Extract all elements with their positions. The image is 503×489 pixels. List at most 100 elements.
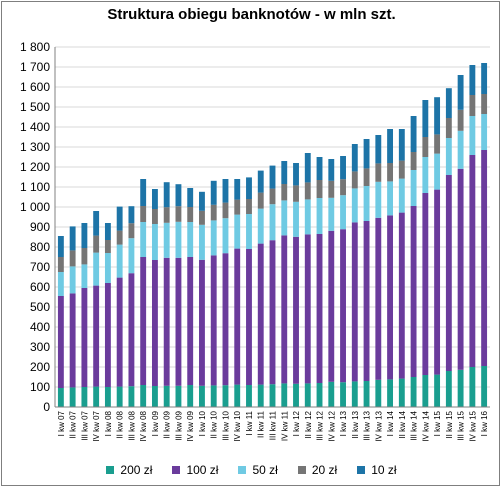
y-tick-label: 1 000 bbox=[20, 200, 50, 214]
bar-segment bbox=[246, 214, 252, 249]
bar-segment bbox=[151, 224, 158, 260]
bar-segment bbox=[187, 207, 194, 222]
bar-segment bbox=[246, 199, 252, 214]
bar-segment bbox=[387, 129, 394, 163]
bar-segment bbox=[128, 223, 135, 239]
axes bbox=[54, 47, 490, 408]
bar-segment bbox=[81, 248, 88, 265]
bar-segment bbox=[93, 252, 100, 286]
y-tick-label: 100 bbox=[30, 380, 50, 394]
legend-label: 100 zł bbox=[186, 463, 219, 477]
x-tick-label: I kw 07 bbox=[57, 410, 66, 436]
bar-segment bbox=[257, 208, 264, 244]
bar-segment bbox=[304, 153, 311, 183]
legend-swatch bbox=[238, 466, 247, 474]
y-tick-label: 400 bbox=[30, 320, 50, 334]
bar-segment bbox=[293, 163, 299, 186]
bar-segment bbox=[140, 257, 147, 385]
bar-segment bbox=[316, 198, 323, 234]
bar-segment bbox=[316, 157, 323, 180]
bar-segment bbox=[163, 207, 170, 223]
bar-segment bbox=[422, 375, 429, 407]
y-tick-label: 1 100 bbox=[20, 180, 50, 194]
bar-segment bbox=[281, 383, 288, 407]
bar-segment bbox=[269, 384, 276, 407]
legend-label: 20 zł bbox=[311, 463, 338, 477]
bar-segment bbox=[140, 206, 147, 222]
x-tick-label: I kw 16 bbox=[480, 410, 489, 436]
legend-item: 50 zł bbox=[238, 463, 278, 477]
x-tick-label: III kw 08 bbox=[127, 410, 136, 440]
bar-segment bbox=[457, 130, 464, 169]
bar-segment bbox=[363, 168, 370, 186]
bar-segment bbox=[104, 283, 111, 387]
bar-segment bbox=[199, 224, 205, 260]
x-tick-label: I kw 15 bbox=[433, 410, 442, 436]
bar-segment bbox=[328, 381, 335, 407]
legend-item: 100 zł bbox=[172, 463, 218, 477]
x-tick-label: I kw 12 bbox=[292, 410, 301, 436]
x-tick-label: III kw 12 bbox=[316, 410, 325, 440]
x-tick-label: II kw 07 bbox=[69, 410, 78, 438]
y-tick-label: 1 400 bbox=[20, 120, 50, 134]
bar-segment bbox=[199, 385, 205, 407]
y-tick-label: 800 bbox=[30, 240, 50, 254]
bar-segment bbox=[246, 177, 252, 199]
bar-segment bbox=[387, 181, 394, 216]
bar-segment bbox=[69, 266, 76, 294]
y-tick-label: 1 200 bbox=[20, 160, 50, 174]
x-tick-label: I kw 10 bbox=[198, 410, 207, 436]
bar-segment bbox=[210, 385, 217, 407]
bar-segment bbox=[410, 116, 417, 152]
bar-segment bbox=[257, 243, 264, 385]
bar-segment bbox=[340, 229, 346, 383]
legend-label: 10 zł bbox=[371, 463, 397, 477]
bar-segment bbox=[351, 381, 358, 407]
bar-segment bbox=[93, 235, 100, 253]
bar-segment bbox=[469, 155, 476, 367]
bar-segment bbox=[163, 257, 170, 386]
bar-segment bbox=[199, 210, 205, 225]
bar-segment bbox=[422, 137, 429, 157]
legend-label: 200 zł bbox=[120, 463, 153, 477]
bar-segment bbox=[234, 248, 241, 385]
bar-segment bbox=[151, 386, 158, 407]
legend-swatch bbox=[172, 466, 181, 474]
bar-segment bbox=[398, 160, 405, 179]
bar-segment bbox=[375, 379, 382, 407]
bar-segment bbox=[434, 374, 441, 407]
bar-segment bbox=[434, 134, 441, 154]
bar-segment bbox=[140, 222, 147, 257]
bar-segment bbox=[104, 253, 111, 283]
bar-segment bbox=[116, 277, 123, 387]
x-tick-label: IV kw 10 bbox=[233, 410, 242, 441]
bar-segment bbox=[293, 383, 299, 407]
x-tick-label: III kw 15 bbox=[457, 410, 466, 440]
bar-segment bbox=[410, 206, 417, 377]
bar-segment bbox=[222, 202, 229, 219]
y-tick-label: 600 bbox=[30, 280, 50, 294]
bar-segment bbox=[93, 285, 100, 387]
bar-segment bbox=[316, 383, 323, 407]
bar-segment bbox=[328, 197, 335, 231]
bar-segment bbox=[363, 186, 370, 221]
bar-segment bbox=[375, 135, 382, 164]
bar-segment bbox=[387, 379, 394, 407]
x-tick-label: III kw 13 bbox=[363, 410, 372, 440]
bar-segment bbox=[422, 157, 429, 193]
bar-segment bbox=[187, 222, 194, 257]
bar-segment bbox=[363, 221, 370, 381]
bar-segment bbox=[246, 249, 252, 385]
bar-segment bbox=[210, 255, 217, 386]
bar-segment bbox=[457, 369, 464, 407]
bar-segment bbox=[410, 170, 417, 206]
bar-segment bbox=[445, 371, 452, 407]
bar-segment bbox=[469, 95, 476, 116]
bar-segment bbox=[375, 163, 382, 182]
bar-segment bbox=[175, 257, 182, 386]
x-tick-label: II kw 15 bbox=[445, 410, 454, 438]
y-tick-label: 1 700 bbox=[20, 60, 50, 74]
bar-segment bbox=[422, 100, 429, 137]
bar-segment bbox=[269, 204, 276, 241]
bar-segment bbox=[316, 234, 323, 383]
